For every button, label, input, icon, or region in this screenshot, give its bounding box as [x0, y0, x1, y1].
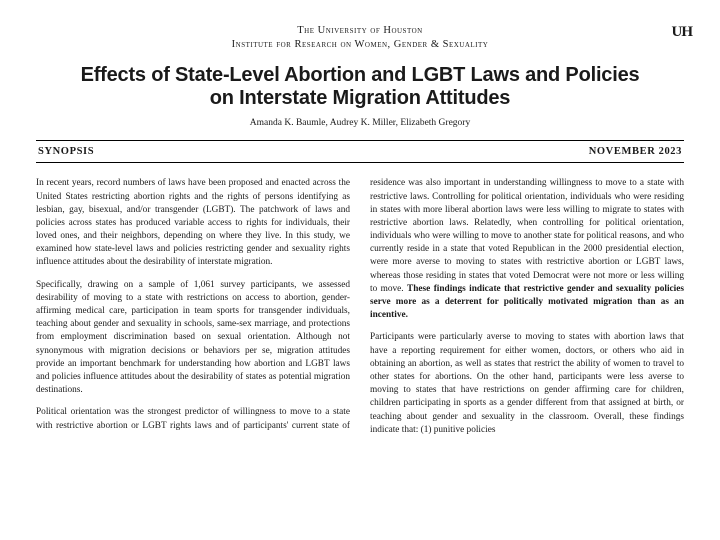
university-logo: UH: [672, 22, 693, 42]
section-bar: SYNOPSIS NOVEMBER 2023: [36, 141, 684, 162]
date-label: NOVEMBER 2023: [589, 146, 682, 157]
title-line2: on Interstate Migration Attitudes: [210, 87, 510, 109]
institution-line1: The University of Houston: [36, 24, 684, 38]
section-label: SYNOPSIS: [38, 146, 94, 157]
paragraph: Participants were particularly averse to…: [370, 331, 684, 437]
paper-title: Effects of State-Level Abortion and LGBT…: [36, 64, 684, 110]
paragraph: Specifically, drawing on a sample of 1,0…: [36, 279, 350, 398]
authors: Amanda K. Baumle, Audrey K. Miller, Eliz…: [36, 118, 684, 128]
emphasis-run: These findings indicate that restrictive…: [370, 284, 684, 320]
paragraph: In recent years, record numbers of laws …: [36, 177, 350, 269]
institution-header: The University of Houston Institute for …: [36, 24, 684, 52]
institution-line2: Institute for Research on Women, Gender …: [36, 38, 684, 52]
rule-bottom: [36, 162, 684, 163]
title-line1: Effects of State-Level Abortion and LGBT…: [81, 64, 640, 86]
body-columns: In recent years, record numbers of laws …: [36, 177, 684, 439]
